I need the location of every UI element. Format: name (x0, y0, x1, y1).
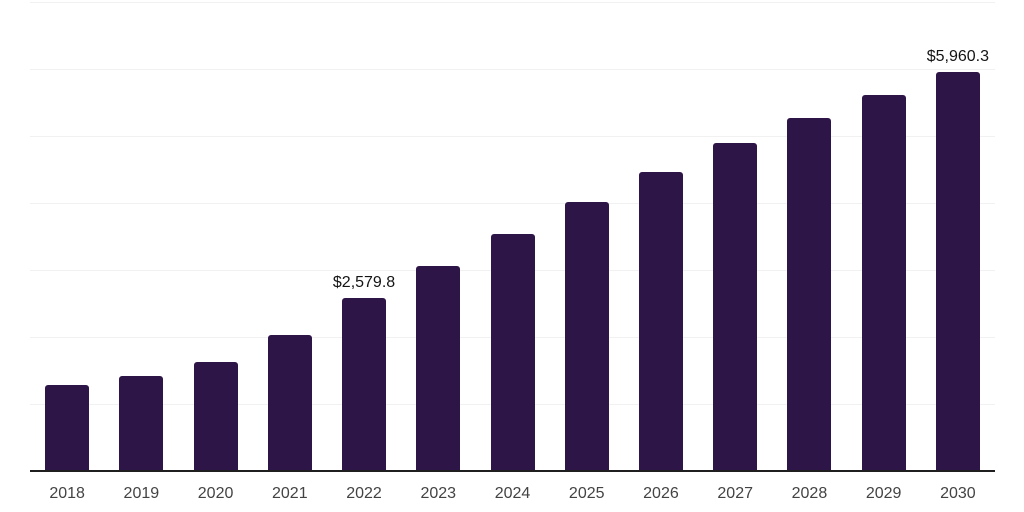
bar-2027 (713, 143, 758, 471)
x-tick-label-2023: 2023 (420, 485, 457, 502)
gridline-6000 (30, 69, 995, 70)
x-tick-label-2024: 2024 (494, 485, 531, 502)
x-axis-line (30, 470, 995, 472)
data-label-2030: $5,960.3 (926, 47, 990, 65)
bar-2024 (490, 233, 535, 471)
bar-2018 (45, 385, 90, 471)
bar-2020 (193, 361, 238, 471)
bar-2023 (416, 265, 461, 471)
x-tick-label-2028: 2028 (791, 485, 828, 502)
x-tick-label-2025: 2025 (568, 485, 605, 502)
gridline-4000 (30, 203, 995, 204)
x-tick-label-2020: 2020 (197, 485, 234, 502)
x-tick-label-2018: 2018 (49, 485, 85, 502)
bar-2019 (119, 375, 164, 471)
x-tick-label-2027: 2027 (717, 485, 753, 502)
bar-2028 (787, 117, 832, 471)
bar-2022 (342, 298, 387, 471)
data-label-2022: $2,579.8 (332, 274, 396, 292)
x-tick-label-2029: 2029 (865, 485, 902, 502)
x-tick-label-2022: 2022 (346, 485, 382, 502)
gridline-5000 (30, 136, 995, 137)
x-tick-label-2030: 2030 (940, 485, 976, 502)
bar-2026 (638, 171, 683, 471)
bar-2025 (564, 201, 609, 471)
gridline-7000 (30, 2, 995, 3)
x-tick-label-2026: 2026 (643, 485, 679, 502)
bar-2021 (267, 334, 312, 471)
x-tick-label-2021: 2021 (272, 485, 308, 502)
x-tick-label-2019: 2019 (123, 485, 160, 502)
bar-2030 (935, 71, 980, 471)
bar-2029 (861, 95, 906, 471)
